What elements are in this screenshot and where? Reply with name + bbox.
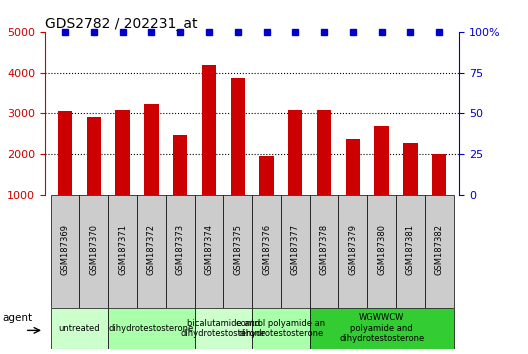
Bar — [202, 65, 216, 235]
Bar — [58, 111, 72, 235]
Text: GSM187382: GSM187382 — [435, 224, 444, 275]
Text: GSM187369: GSM187369 — [61, 224, 70, 275]
Bar — [338, 195, 367, 308]
Text: GSM187375: GSM187375 — [233, 224, 242, 275]
Text: GDS2782 / 202231_at: GDS2782 / 202231_at — [45, 17, 197, 31]
Text: GSM187370: GSM187370 — [89, 224, 98, 275]
Bar — [223, 195, 252, 308]
Text: GSM187381: GSM187381 — [406, 224, 415, 275]
Text: GSM187371: GSM187371 — [118, 224, 127, 275]
Text: GSM187378: GSM187378 — [319, 223, 328, 275]
Bar — [173, 135, 187, 235]
Bar — [425, 195, 454, 308]
Bar — [310, 308, 454, 349]
Bar — [396, 195, 425, 308]
Bar — [108, 195, 137, 308]
Bar — [87, 116, 101, 235]
Bar — [108, 308, 194, 349]
Bar — [374, 126, 389, 235]
Bar — [252, 308, 310, 349]
Bar — [137, 195, 166, 308]
Bar — [259, 156, 274, 235]
Bar — [166, 195, 194, 308]
Text: GSM187376: GSM187376 — [262, 223, 271, 275]
Bar — [116, 110, 130, 235]
Bar — [79, 195, 108, 308]
Text: agent: agent — [2, 313, 32, 323]
Bar — [51, 195, 79, 308]
Text: untreated: untreated — [59, 324, 100, 333]
Bar — [231, 78, 245, 235]
Text: GSM187377: GSM187377 — [291, 223, 300, 275]
Text: control polyamide an
dihydrotestosterone: control polyamide an dihydrotestosterone — [237, 319, 325, 338]
Text: bicalutamide and
dihydrotestosterone: bicalutamide and dihydrotestosterone — [181, 319, 266, 338]
Bar — [367, 195, 396, 308]
Text: dihydrotestosterone: dihydrotestosterone — [109, 324, 194, 333]
Bar — [310, 195, 338, 308]
Bar — [144, 103, 158, 235]
Text: GSM187372: GSM187372 — [147, 224, 156, 275]
Bar — [281, 195, 310, 308]
Text: GSM187374: GSM187374 — [204, 224, 213, 275]
Text: GSM187373: GSM187373 — [176, 223, 185, 275]
Bar — [288, 110, 303, 235]
Bar — [194, 308, 252, 349]
Bar — [252, 195, 281, 308]
Text: GSM187380: GSM187380 — [377, 224, 386, 275]
Bar — [346, 139, 360, 235]
Bar — [194, 195, 223, 308]
Bar — [403, 143, 418, 235]
Text: GSM187379: GSM187379 — [348, 224, 357, 275]
Bar — [51, 308, 108, 349]
Text: WGWWCW
polyamide and
dihydrotestosterone: WGWWCW polyamide and dihydrotestosterone — [339, 313, 425, 343]
Bar — [432, 154, 446, 235]
Bar — [317, 110, 331, 235]
